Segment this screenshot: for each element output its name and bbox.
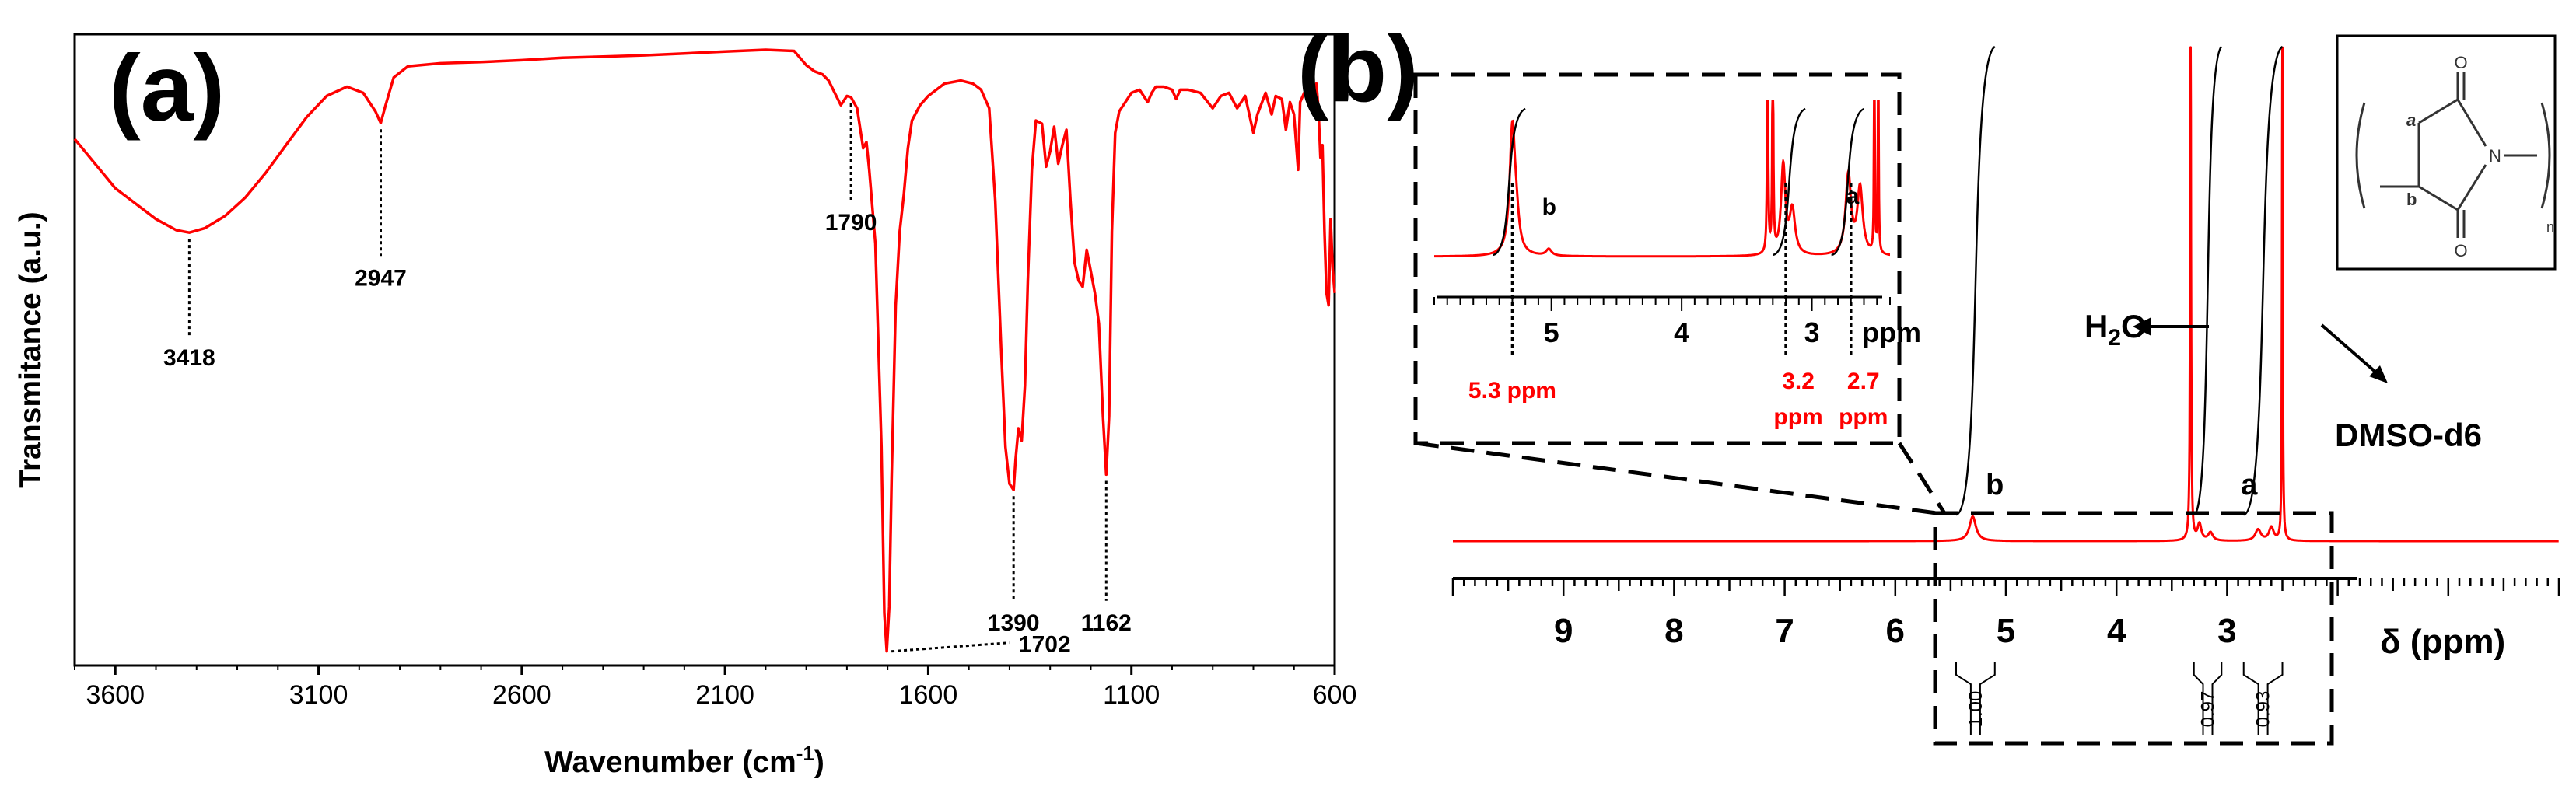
zoom-region-box bbox=[1933, 511, 2334, 746]
inset-peak-label-a: a bbox=[1846, 183, 1860, 209]
panel-a-ylabel: Transmitance (a.u.) bbox=[14, 211, 47, 487]
nmr-spectrum-line bbox=[1451, 46, 2560, 543]
structure-frame bbox=[2336, 34, 2557, 271]
inset-integral-curve bbox=[1492, 107, 1865, 257]
panel-a-xtick-label: 1100 bbox=[1103, 680, 1160, 710]
dmso-arrow bbox=[2320, 323, 2388, 383]
annotation-label: 1702 bbox=[1019, 632, 1071, 658]
panel-b-label: (b) bbox=[1297, 16, 1419, 121]
integral-value: 1.00 bbox=[1965, 691, 1986, 728]
panel-a-xlabel: Wavenumber (cm-1) bbox=[544, 742, 824, 779]
structure-bonds bbox=[2355, 72, 2551, 238]
inset-xtick-label: 4 bbox=[1674, 316, 1689, 348]
integral-value: 0.97 bbox=[2198, 691, 2219, 728]
panel-b-xtick-label: 8 bbox=[1664, 612, 1683, 650]
inset-xaxis-tick-labels: 5 4 3 bbox=[1544, 316, 1820, 348]
inset-axis-unit: ppm bbox=[1862, 316, 1921, 348]
integral-value: 0.93 bbox=[2253, 691, 2274, 728]
integral-bracket bbox=[1955, 662, 1996, 735]
annotation-label: 1162 bbox=[1081, 610, 1132, 636]
integral-bracket bbox=[2193, 662, 2223, 735]
panel-a-xtick-label: 3100 bbox=[289, 680, 348, 710]
panel-b-xtick-label: 5 bbox=[1997, 612, 2015, 650]
integral-bracket bbox=[2242, 662, 2284, 735]
panel-a-peak-annotations: 3418 2947 1790 1390 1162 1702 bbox=[163, 103, 1132, 658]
panel-a-xtick-label: 1600 bbox=[899, 680, 958, 710]
nmr-integral-curve bbox=[1955, 45, 2284, 516]
inset-connector-left bbox=[1415, 441, 1937, 515]
panel-b-xtick-label: 9 bbox=[1554, 612, 1573, 650]
structure-atom-o-bottom: O bbox=[2454, 241, 2467, 260]
inset-ppm-annotation: 5.3 ppm bbox=[1468, 378, 1556, 403]
inset-xtick-label: 3 bbox=[1804, 316, 1820, 348]
panel-b-xtick-label: 3 bbox=[2217, 612, 2236, 650]
panel-b-xaxis-tick-labels: 9 8 7 6 5 4 3 bbox=[1554, 612, 2237, 650]
annotation-label: 3418 bbox=[163, 345, 215, 371]
inset-connector-right bbox=[1897, 442, 1947, 515]
annotation-label: 1790 bbox=[825, 210, 877, 236]
panel-a-xtick-label: 2100 bbox=[695, 680, 754, 710]
annotation-label: 2947 bbox=[355, 265, 407, 291]
panel-a-plot-frame bbox=[73, 33, 1336, 667]
panel-b-xtick-label: 7 bbox=[1775, 612, 1794, 650]
panel-a-label: (a) bbox=[109, 35, 225, 141]
inset-frame bbox=[1413, 72, 1902, 445]
panel-a-xtick-label: 600 bbox=[1313, 680, 1357, 710]
dmso-label: DMSO-d6 bbox=[2335, 417, 2482, 453]
inset-peak-label-b: b bbox=[1542, 194, 1556, 220]
inset-ppm-value: 3.2 bbox=[1782, 369, 1815, 394]
inset-ppm-value: 5.3 bbox=[1468, 378, 1501, 403]
structure-box: O O N a b n bbox=[2336, 34, 2557, 271]
structure-atom-o-top: O bbox=[2454, 53, 2467, 72]
panel-a-xaxis-tick-labels: 3600 3100 2600 2100 1600 1100 600 bbox=[86, 680, 1356, 710]
panel-a-ftir: (a) Transmitance (a.u.) 3600 3100 2600 2100… bbox=[14, 33, 1356, 779]
panel-a-xtick-label: 2600 bbox=[492, 680, 551, 710]
panel-b-xtick-label: 4 bbox=[2107, 612, 2126, 650]
inset-ppm-unit: ppm bbox=[1773, 404, 1822, 430]
inset-xtick-label: 5 bbox=[1544, 316, 1559, 348]
peak-label-b: b bbox=[1986, 469, 2004, 501]
panel-b-xlabel: δ (ppm) bbox=[2380, 623, 2505, 661]
inset-ppm-unit: ppm bbox=[1507, 378, 1556, 403]
peak-label-a: a bbox=[2241, 469, 2258, 501]
panel-b-xtick-label: 6 bbox=[1886, 612, 1905, 650]
inset-ppm-unit: ppm bbox=[1839, 404, 1888, 430]
structure-label-b: b bbox=[2406, 190, 2417, 209]
water-arrow bbox=[2133, 317, 2209, 336]
panel-a-xaxis-ticks bbox=[74, 666, 1336, 675]
structure-label-a: a bbox=[2406, 110, 2416, 130]
inset-ppm-value: 2.7 bbox=[1847, 369, 1880, 394]
structure-label-n: n bbox=[2546, 219, 2554, 235]
ftir-spectrum-line bbox=[73, 48, 1336, 653]
panel-b-xaxis-ticks bbox=[1451, 578, 2560, 596]
structure-atom-n: N bbox=[2489, 146, 2501, 166]
integral-brackets: 1.00 0.97 0.93 bbox=[1955, 662, 2284, 735]
annotation-leader bbox=[891, 641, 1010, 653]
panel-a-xtick-label: 3600 bbox=[86, 680, 145, 710]
annotation-label: 1390 bbox=[988, 610, 1040, 636]
water-label: H2O bbox=[2084, 308, 2147, 351]
